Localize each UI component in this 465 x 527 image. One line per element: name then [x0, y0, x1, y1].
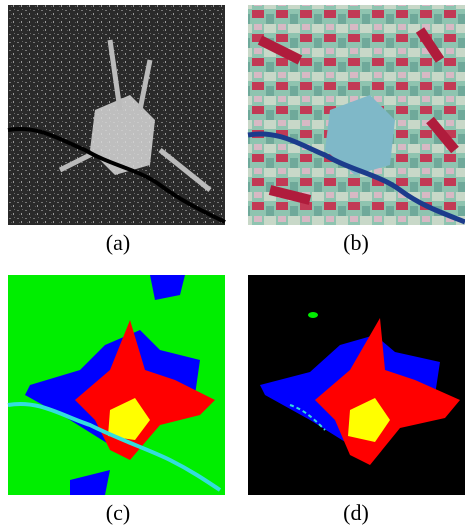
panel-a — [7, 5, 226, 225]
caption: (d) — [343, 500, 369, 525]
urban-area — [325, 95, 395, 175]
class-yellow — [348, 398, 390, 442]
caption: (b) — [343, 230, 369, 255]
river — [7, 127, 226, 224]
urban-area — [90, 95, 155, 175]
panel-d — [248, 275, 465, 495]
river — [7, 402, 222, 492]
panel-b — [247, 5, 465, 225]
class-yellow — [108, 398, 150, 440]
river — [247, 131, 465, 225]
river — [289, 404, 326, 431]
red-fields — [257, 27, 459, 205]
panel-c — [7, 275, 225, 495]
class-green — [308, 312, 318, 318]
roads — [58, 39, 212, 192]
caption: (c) — [106, 500, 130, 525]
caption: (a) — [106, 230, 130, 255]
